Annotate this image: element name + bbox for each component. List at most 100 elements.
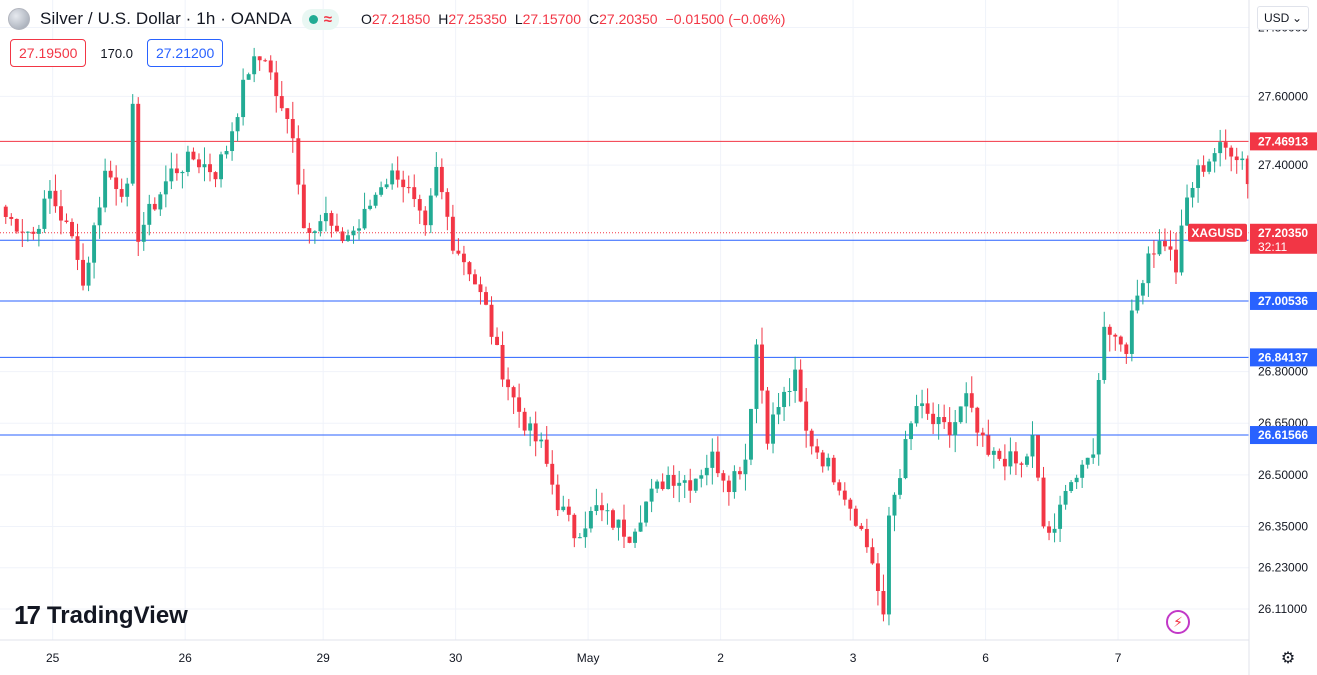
time-tick-label: 26 (178, 651, 192, 665)
candle-up (693, 478, 698, 493)
candle-up (677, 470, 682, 503)
candle-up (185, 145, 190, 177)
candle-body (544, 439, 549, 464)
candle-up (323, 196, 328, 232)
candle-body (599, 505, 604, 511)
candle-up (92, 222, 97, 279)
symbol-title[interactable]: Silver / U.S. Dollar · 1h · OANDA (40, 9, 292, 28)
candle-up (351, 226, 356, 244)
candle-up (903, 430, 908, 480)
price-axis[interactable]: 26.1100026.2300026.3500026.5000026.65000… (1248, 0, 1317, 675)
candle-up (633, 528, 637, 548)
candle-up (428, 188, 433, 234)
candle-body (484, 292, 488, 305)
candle-up (141, 212, 146, 251)
market-status-pill[interactable]: ≈ (301, 8, 339, 30)
settings-icon[interactable]: ⚙ (1280, 650, 1296, 667)
candle-down (975, 406, 980, 447)
candle-down (191, 147, 196, 161)
candle-body (136, 103, 141, 242)
candle-down (1229, 145, 1234, 172)
candle-body (898, 478, 902, 495)
candle-down (495, 327, 499, 346)
candle-body (103, 170, 108, 208)
time-tick-label: 29 (316, 651, 330, 665)
candle-body (213, 172, 218, 180)
candle-body (279, 96, 284, 109)
candle-body (506, 379, 511, 388)
candle-body (1196, 165, 1201, 188)
tradingview-logo[interactable]: 17 TradingView (14, 600, 188, 631)
time-tick-label: 2 (717, 651, 724, 665)
candle-body (1151, 253, 1156, 255)
currency-select[interactable]: USD ⌄ (1257, 6, 1309, 30)
time-axis[interactable]: 25 26 29 30 May 2 3 6 7 (0, 639, 1249, 665)
level-label: 27.00536 (1258, 294, 1308, 308)
candle-body (787, 391, 792, 393)
candle-down (726, 475, 731, 506)
candle-body (81, 259, 85, 286)
candle-body (870, 547, 875, 564)
candle-body (611, 510, 615, 528)
candle-up (318, 214, 323, 237)
price-tick-label: 26.23000 (1258, 561, 1308, 575)
candle-body (1135, 295, 1140, 311)
candle-body (335, 225, 339, 232)
candle-body (114, 177, 119, 190)
candle-body (975, 407, 980, 433)
candle-body (59, 206, 63, 221)
candle-down (660, 473, 665, 491)
sell-button[interactable]: 27.19500 (10, 39, 87, 67)
candle-body (456, 250, 461, 254)
candle-up (384, 178, 389, 189)
time-tick-label: 30 (449, 651, 463, 665)
candle-body (809, 430, 814, 447)
candle-body (533, 423, 538, 442)
candle-up (898, 468, 902, 500)
lightning-icon[interactable]: ⚡ (1166, 610, 1190, 634)
candle-body (892, 494, 897, 516)
buy-button[interactable]: 27.21200 (146, 39, 224, 67)
candle-down (20, 219, 25, 248)
low-label: L (514, 11, 523, 27)
candle-body (64, 220, 69, 222)
candle-down (804, 387, 809, 448)
candle-up (710, 438, 715, 485)
chart-header: Silver / U.S. Dollar · 1h · OANDA ≈ O27.… (8, 6, 785, 32)
candle-down (417, 194, 422, 224)
candle-body (185, 151, 190, 172)
candle-body (842, 490, 847, 500)
candle-up (583, 511, 588, 548)
candle-body (859, 525, 864, 529)
symbol-tag-bg (1188, 223, 1247, 242)
candle-body (390, 170, 395, 185)
candle-down (942, 404, 947, 429)
candle-down (511, 385, 516, 414)
candle-down (296, 125, 301, 195)
chart-grid (0, 0, 1249, 640)
candle-up (180, 170, 185, 189)
candle-down (64, 213, 69, 224)
candle-body (20, 231, 25, 233)
candle-body (1229, 147, 1234, 157)
candle-up (346, 229, 350, 243)
candle-body (158, 194, 163, 210)
candle-body (887, 515, 891, 615)
candle-down (1124, 342, 1129, 364)
candle-up (1185, 184, 1189, 226)
candle-down (1019, 461, 1024, 478)
candle-body (605, 510, 610, 512)
candle-body (268, 60, 273, 73)
candle-body (749, 408, 753, 460)
candle-body (1174, 249, 1178, 273)
candle-body (252, 56, 257, 75)
candle-down (484, 286, 488, 306)
candle-body (428, 195, 433, 226)
candle-down (555, 474, 560, 517)
candle-body (489, 304, 494, 337)
candle-up (390, 163, 395, 190)
candle-up (754, 339, 759, 424)
candle-down (798, 359, 803, 403)
candle-down (671, 465, 676, 498)
